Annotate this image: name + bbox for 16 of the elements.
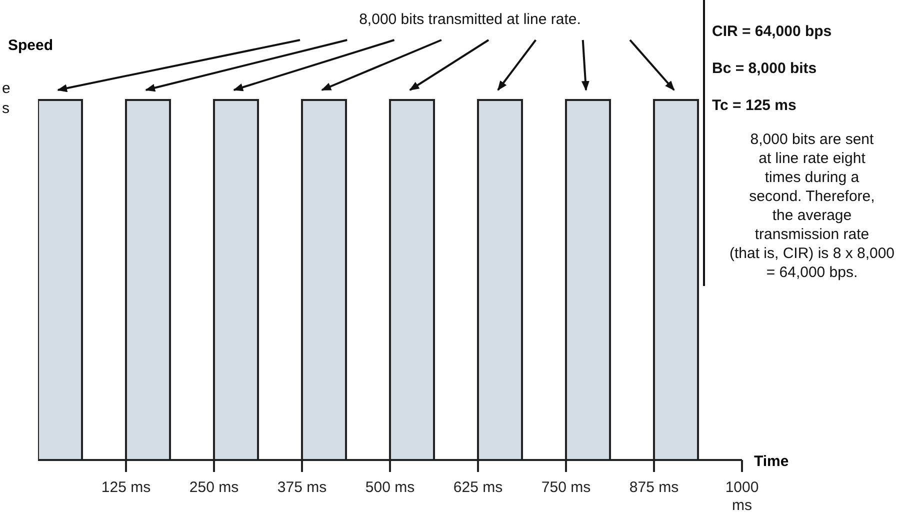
x-tick-label: 125 ms — [101, 479, 151, 496]
text: 8,000 bits transmitted at line rate. — [359, 11, 581, 28]
x-tick-label: 1000 ms — [725, 479, 759, 514]
x-tick-label: 625 ms — [453, 479, 503, 496]
text: e s — [2, 80, 10, 117]
x-tick-label: 750 ms — [541, 479, 591, 496]
annotation: Tc = 125 ms — [712, 97, 796, 114]
x-tick-label: 500 ms — [365, 479, 415, 496]
x-tick-label: 375 ms — [277, 479, 327, 496]
text: Bc = 8,000 bits — [712, 60, 817, 77]
text: CIR = 64,000 bps — [712, 23, 832, 40]
x-tick-label: 250 ms — [189, 479, 239, 496]
y-axis-title: Speed — [8, 37, 54, 54]
annotation: 8,000 bits are sent at line rate eight times during a second. Therefore, the average transmission rate (that is, CIR) is 8 x 8,000 = 64,000 bps. — [729, 131, 895, 281]
x-axis-title: Time — [754, 453, 789, 470]
x-tick-label: 875 ms — [629, 479, 679, 496]
